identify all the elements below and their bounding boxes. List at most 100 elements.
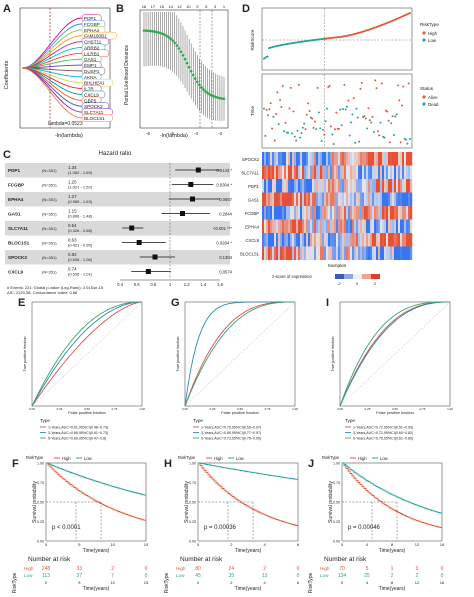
heatmap-cell [342, 219, 345, 233]
heatmap-cell [282, 152, 285, 166]
y-label: True positive fraction [176, 336, 180, 371]
heatmap-cell [348, 206, 351, 220]
heatmap-cell [360, 219, 363, 233]
heatmap-cell [400, 179, 403, 193]
heatmap-cell [288, 179, 291, 193]
km-curve [342, 462, 443, 514]
heatmap-cell [274, 152, 277, 166]
heatmap-cell [386, 165, 389, 179]
heatmap-cell [336, 233, 339, 247]
heatmap-cell [316, 233, 319, 247]
heatmap-cell [330, 165, 333, 179]
heatmap-cell [272, 152, 275, 166]
heatmap-cell [398, 246, 401, 260]
top-count: 16 [160, 4, 165, 9]
time-point [331, 133, 334, 136]
heatmap-cell [314, 165, 317, 179]
heatmap-cell [264, 152, 267, 166]
heatmap-cell [266, 165, 269, 179]
heatmap-cell [272, 233, 275, 247]
heatmap-cell [284, 233, 287, 247]
risk-x-label: Time(years) [235, 586, 262, 592]
heatmap-cell [372, 192, 375, 206]
heatmap-cell [336, 246, 339, 260]
time-point [386, 110, 389, 113]
heatmap-cell [348, 246, 351, 260]
heatmap-cell [338, 192, 341, 206]
colorbar-step [335, 274, 344, 279]
heatmap-cell [280, 152, 283, 166]
risk-low-count: 134 [338, 573, 347, 579]
heatmap-cell [346, 152, 349, 166]
gene-label: DUSP1 [84, 69, 100, 74]
y-axis-label: Partial Likelihood Deviance [124, 45, 130, 106]
time-point [307, 102, 310, 105]
risk-high-count: 1 [391, 566, 394, 572]
heatmap-cell [368, 192, 371, 206]
heatmap-cell [398, 219, 401, 233]
heatmap-cell [282, 233, 285, 247]
coef-path [21, 67, 83, 119]
heatmap-cell [324, 219, 327, 233]
heatmap-cell [316, 165, 319, 179]
gene-tag [81, 114, 113, 122]
x-tick: -5 [170, 131, 174, 136]
heatmap-cell [404, 219, 407, 233]
heatmap-cell [364, 192, 367, 206]
heatmap-gene: BLOC1S1 [240, 251, 260, 256]
heatmap-cell [276, 233, 279, 247]
p-value: p < 0.0001 [52, 525, 81, 531]
x-tick: 4 [264, 542, 267, 547]
heatmap-cell [300, 165, 303, 179]
heatmap-cell [334, 219, 337, 233]
heatmap-cell [410, 192, 413, 206]
heatmap-cell [292, 246, 295, 260]
heatmap-cell [398, 206, 401, 220]
heatmap-cell [342, 246, 345, 260]
heatmap-cell [328, 179, 331, 193]
time-point [363, 115, 366, 118]
time-point [358, 140, 361, 143]
heatmap-cell [390, 192, 393, 206]
heatmap-cell [388, 206, 391, 220]
heatmap-cell [276, 179, 279, 193]
gene-name: SLC7A11 [8, 226, 28, 231]
heatmap-cell [290, 192, 293, 206]
deviance-point [214, 95, 218, 99]
y-tick: 0.25 [189, 520, 196, 524]
time-point [348, 134, 351, 137]
y-tick: 0.75 [333, 481, 340, 485]
risk-frame [261, 7, 413, 71]
heatmap-cell [380, 233, 383, 247]
heatmap-cell [332, 152, 335, 166]
heatmap-cell [276, 192, 279, 206]
heatmap-cell [398, 179, 401, 193]
time-point [354, 141, 357, 144]
time-point [378, 134, 381, 137]
heatmap-cell [338, 246, 341, 260]
gene-label: BLOC1S1 [84, 116, 105, 121]
x-tick: 2 [230, 542, 233, 547]
heatmap-cell [370, 246, 373, 260]
heatmap-cell [316, 179, 319, 193]
heatmap-cell [374, 165, 377, 179]
x-label: Time(years) [379, 548, 406, 554]
heatmap-cell [362, 246, 365, 260]
heatmap-cell [300, 192, 303, 206]
heatmap-cell [380, 219, 383, 233]
heatmap-cell [348, 233, 351, 247]
time-point [305, 113, 308, 116]
time-point [315, 127, 318, 130]
gene-name: CXCL9 [8, 270, 24, 275]
heatmap-cell [284, 192, 287, 206]
time-point [333, 128, 336, 131]
heatmap-cell [326, 233, 329, 247]
x-tick: 15 [144, 542, 149, 547]
heatmap-cell [406, 246, 409, 260]
heatmap-cell [378, 192, 381, 206]
heatmap-cell [274, 233, 277, 247]
heatmap-cell [306, 179, 309, 193]
risk-x-tick: 15 [144, 580, 149, 585]
hr-value: 1.15 [68, 209, 77, 214]
heatmap-cell [304, 219, 307, 233]
